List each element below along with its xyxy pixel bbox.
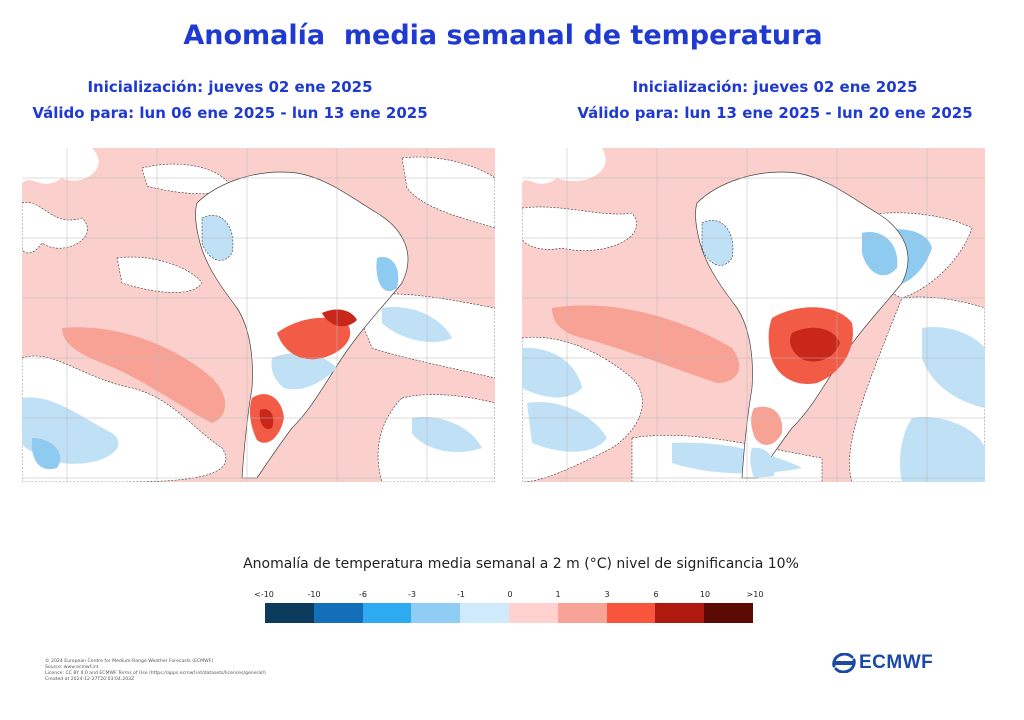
right-valid-range: Válido para: lun 13 ene 2025 - lun 20 en… <box>577 104 973 122</box>
legend-label: 0 <box>507 590 513 599</box>
right-anomaly-map <box>522 148 985 482</box>
ecmwf-logo-icon <box>832 653 856 673</box>
legend-color-swatch <box>508 603 558 623</box>
main-title: Anomalía media semanal de temperatura <box>183 20 823 51</box>
legend-color-swatch <box>411 603 461 623</box>
legend-label: -10 <box>307 590 321 599</box>
legend-label: 10 <box>699 590 711 599</box>
legend-color-bar <box>265 603 753 623</box>
ecmwf-logo: ECMWF <box>832 652 933 674</box>
right-lat-lon-grid <box>522 148 985 482</box>
legend-color-swatch <box>557 603 607 623</box>
footer-line: © 2024 European Centre for Medium-Range … <box>45 659 214 664</box>
left-map-svg <box>22 148 495 482</box>
legend-color-swatch <box>313 603 363 623</box>
right-init-date: Inicialización: jueves 02 ene 2025 <box>632 78 918 96</box>
legend-color-swatch <box>704 603 753 623</box>
legend-color-swatch <box>606 603 656 623</box>
left-valid-range: Válido para: lun 06 ene 2025 - lun 13 en… <box>32 104 428 122</box>
legend-color-swatch <box>362 603 412 623</box>
legend-title: Anomalía de temperatura media semanal a … <box>243 556 799 572</box>
legend-label: >10 <box>746 590 764 599</box>
copyright-footer: © 2024 European Centre for Medium-Range … <box>45 659 266 683</box>
legend-label: -3 <box>408 590 416 599</box>
legend-label: -1 <box>457 590 465 599</box>
legend-label: 3 <box>604 590 610 599</box>
right-panel-header: Inicialización: jueves 02 ene 2025 Válid… <box>540 74 1010 126</box>
left-panel-header: Inicialización: jueves 02 ene 2025 Válid… <box>20 74 440 126</box>
legend-label: 1 <box>555 590 561 599</box>
left-lat-lon-grid <box>22 148 495 482</box>
legend-color-swatch <box>265 603 314 623</box>
legend-color-swatch <box>460 603 509 623</box>
footer-line: Created at 2024-12-27T20:03:04.203Z <box>45 677 135 682</box>
legend-tick-labels: <-10 -10 -6 -3 -1 0 1 3 6 10 >10 <box>244 590 784 602</box>
ecmwf-logo-text: ECMWF <box>859 652 934 673</box>
right-map-svg <box>522 148 985 482</box>
legend-color-swatch <box>655 603 705 623</box>
left-anomaly-map <box>22 148 495 482</box>
legend-label: <-10 <box>254 590 274 599</box>
left-init-date: Inicialización: jueves 02 ene 2025 <box>87 78 373 96</box>
footer-line: Source: www.ecmwf.int <box>45 665 99 670</box>
legend-label: 6 <box>653 590 659 599</box>
footer-line: Licence: CC BY 4.0 and ECMWF Terms of Us… <box>45 671 266 676</box>
legend-label: -6 <box>359 590 367 599</box>
